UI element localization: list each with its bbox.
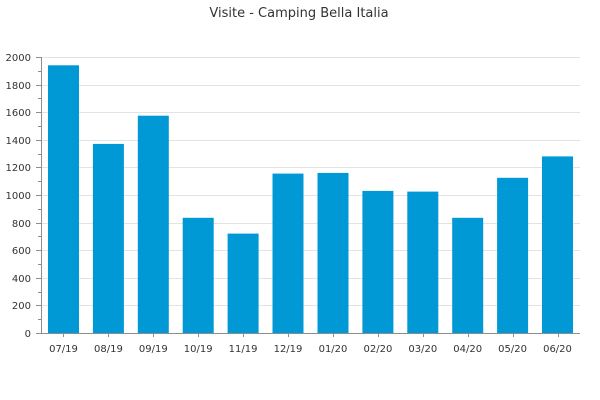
x-tick-label: 08/19 xyxy=(94,344,123,355)
bar xyxy=(497,177,529,334)
x-tick-label: 03/20 xyxy=(408,344,437,355)
bar xyxy=(137,115,169,333)
bar xyxy=(452,217,484,333)
chart-title: Visite - Camping Bella Italia xyxy=(209,6,388,21)
y-tick-label: 800 xyxy=(12,219,31,230)
x-tick-labels: 07/19 08/19 09/19 10/19 11/19 12/19 01/20 02/20… xyxy=(49,344,572,355)
bar xyxy=(362,190,394,333)
x-tick-label: 04/20 xyxy=(453,344,482,355)
y-tick-label: 1800 xyxy=(6,81,31,92)
y-tick-label: 1600 xyxy=(6,108,31,119)
bar xyxy=(48,65,79,334)
bar xyxy=(227,233,259,333)
bar xyxy=(542,156,573,333)
grid-lines xyxy=(41,57,580,306)
x-tick-label: 07/19 xyxy=(49,344,78,355)
x-tick-label: 10/19 xyxy=(184,344,213,355)
y-tick-label: 400 xyxy=(12,274,31,285)
x-tick-label: 06/20 xyxy=(543,344,572,355)
y-tick-label: 2000 xyxy=(6,53,31,64)
x-tick-label: 01/20 xyxy=(319,344,348,355)
x-tick-label: 05/20 xyxy=(498,344,527,355)
bars xyxy=(48,65,573,334)
y-tick-label: 1000 xyxy=(6,191,31,202)
y-tick-label: 600 xyxy=(12,246,31,257)
bar xyxy=(272,173,304,333)
x-tick-label: 02/20 xyxy=(363,344,392,355)
x-tick-label: 11/19 xyxy=(229,344,258,355)
axes xyxy=(36,57,580,337)
bar xyxy=(317,172,349,333)
y-tick-label: 200 xyxy=(12,301,31,312)
x-tick-label: 12/19 xyxy=(274,344,303,355)
bar xyxy=(407,191,439,333)
y-tick-labels: 0 200 400 600 800 1000 1200 1400 1600 1800 2000 xyxy=(6,53,31,340)
y-tick-label: 1400 xyxy=(6,136,31,147)
bar xyxy=(92,143,124,333)
y-tick-label: 0 xyxy=(25,329,31,340)
bar xyxy=(182,217,214,333)
x-tick-label: 09/19 xyxy=(139,344,168,355)
y-tick-label: 1200 xyxy=(6,163,31,174)
